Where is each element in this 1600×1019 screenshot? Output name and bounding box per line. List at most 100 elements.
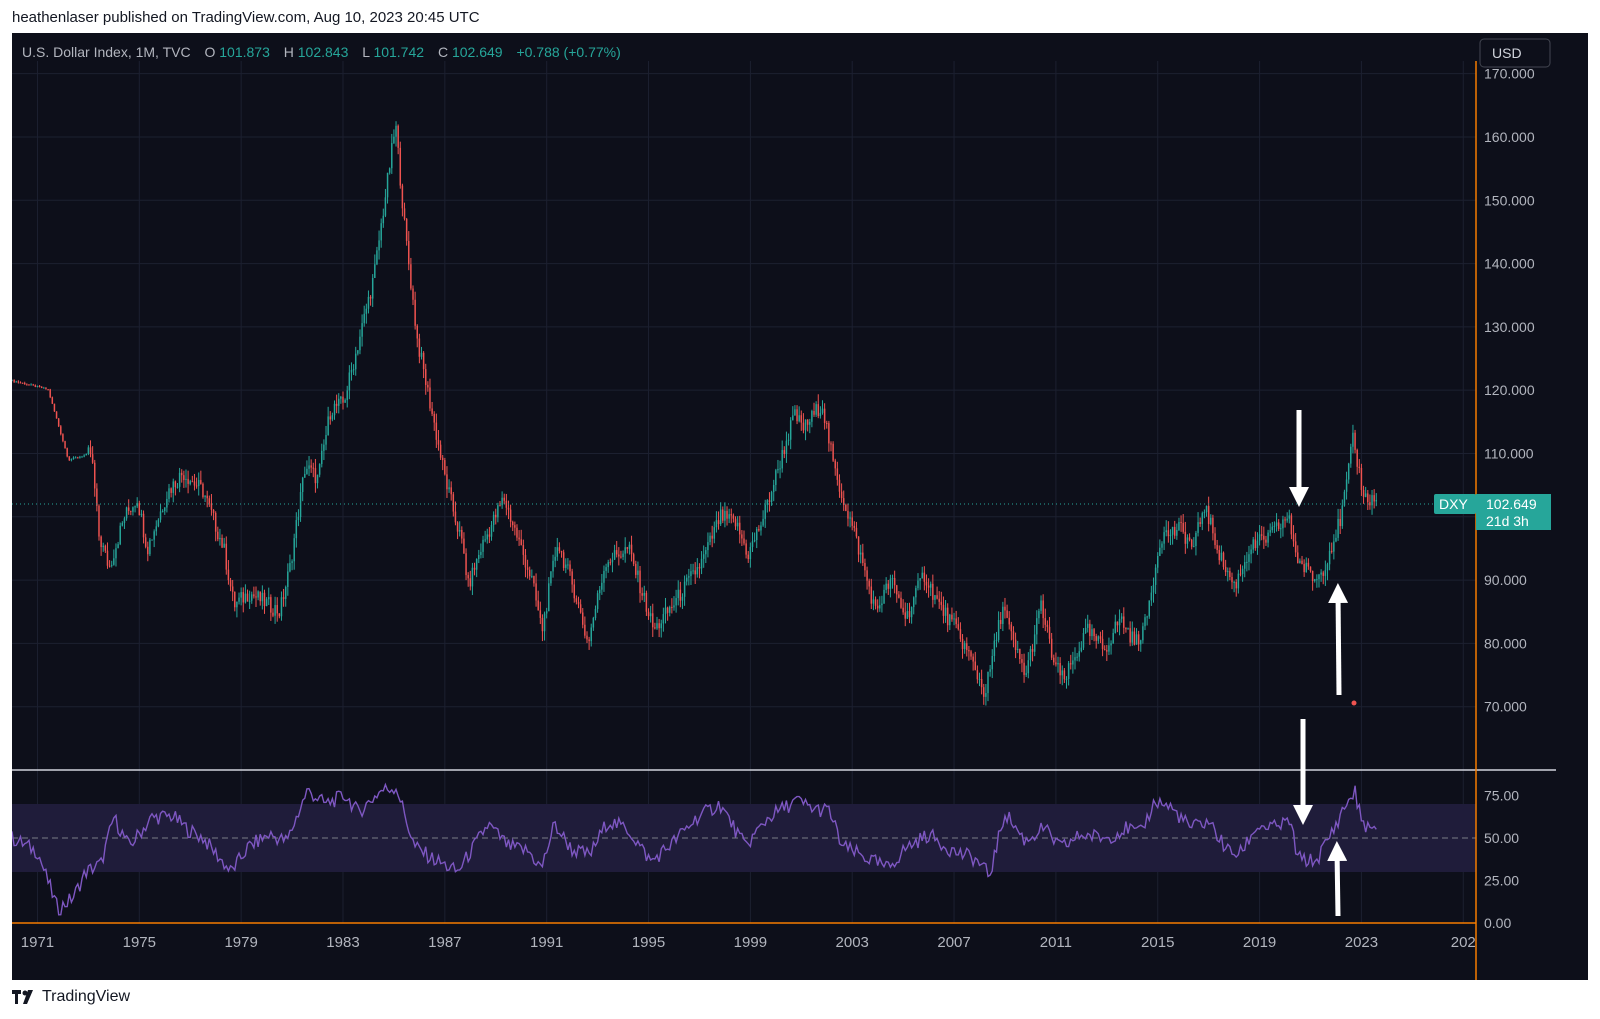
candle-body	[113, 558, 115, 565]
candle-body	[1180, 521, 1182, 523]
candle-body	[1173, 526, 1176, 536]
candle-body	[768, 500, 771, 503]
candle-body	[696, 567, 699, 575]
candle-body	[624, 547, 626, 554]
candle-body	[1184, 531, 1187, 544]
candle-body	[891, 578, 894, 580]
candle-body	[304, 473, 306, 478]
candle-body	[166, 498, 168, 508]
candle-body	[511, 521, 514, 526]
candle-body	[707, 542, 709, 551]
candle-body	[170, 488, 172, 493]
candle-body	[804, 419, 807, 431]
chart-canvas[interactable]: 70.00080.00090.000100.000110.000120.0001…	[11, 33, 1588, 980]
time-tick-label: 1999	[734, 934, 767, 951]
candle-body	[1362, 489, 1365, 497]
candle-body	[240, 592, 242, 598]
time-tick-label: 1995	[632, 934, 665, 951]
candle-body	[1148, 600, 1150, 617]
candle-body	[490, 525, 493, 537]
candle-body	[110, 564, 113, 566]
candle-body	[1280, 528, 1282, 530]
candle-body	[369, 296, 372, 299]
currency-button[interactable]: USD	[1479, 38, 1551, 68]
candle-body	[221, 537, 223, 548]
candle-body	[968, 650, 970, 652]
candle-body	[1311, 570, 1314, 582]
candle-body	[1203, 512, 1206, 514]
candle-body	[482, 539, 484, 552]
candle-body	[866, 570, 868, 581]
candle-body	[1309, 566, 1312, 571]
candle-body	[180, 472, 183, 476]
candle-body	[1214, 533, 1216, 546]
candle-body	[293, 538, 295, 562]
time-tick-label: 1979	[224, 934, 257, 951]
candle-body	[783, 450, 786, 454]
candle-body	[855, 527, 858, 537]
candle-body	[1182, 522, 1184, 532]
candle-body	[1294, 541, 1297, 553]
candle-body	[698, 567, 701, 569]
candle-body	[1269, 530, 1271, 533]
candle-body	[291, 561, 293, 563]
time-tick-label: 2011	[1040, 934, 1072, 951]
candle-body	[792, 415, 794, 421]
candle-body	[83, 455, 85, 457]
candle-body	[1301, 560, 1303, 565]
candle-body	[499, 505, 501, 507]
candle-body	[1345, 479, 1348, 492]
candle-body	[361, 323, 363, 337]
candle-body	[1273, 525, 1276, 527]
candle-body	[658, 623, 660, 629]
candle-body	[1101, 638, 1104, 650]
candle-body	[352, 369, 355, 371]
candle-body	[862, 552, 864, 564]
candle-body	[1318, 574, 1320, 580]
candle-body	[613, 550, 616, 560]
candle-body	[556, 547, 559, 557]
candle-body	[1339, 518, 1341, 527]
candle-body	[1163, 532, 1165, 544]
candle-body	[301, 477, 304, 493]
candle-body	[119, 525, 121, 545]
candle-body	[781, 450, 783, 469]
candle-body	[246, 593, 249, 602]
candle-body	[1144, 617, 1146, 627]
candle-body	[957, 624, 960, 630]
candle-body	[1364, 493, 1367, 497]
candle-body	[662, 614, 665, 624]
candle-body	[21, 382, 24, 384]
candle-body	[874, 599, 877, 606]
chart-frame[interactable]: 70.00080.00090.000100.000110.000120.0001…	[11, 33, 1588, 980]
candle-body	[1089, 623, 1091, 637]
candle-body	[28, 384, 30, 386]
candle-body	[524, 554, 527, 568]
candle-body	[618, 554, 620, 557]
candle-body	[507, 507, 510, 510]
candle-body	[951, 614, 953, 620]
candle-body	[386, 172, 389, 198]
footer-brand[interactable]: TradingView	[12, 988, 130, 1006]
candle-body	[354, 353, 357, 370]
candle-body	[1305, 562, 1308, 573]
candle-body	[1033, 634, 1036, 652]
candle-body	[340, 396, 342, 399]
candle-body	[363, 313, 365, 324]
candle-body	[683, 581, 686, 597]
candle-body	[480, 551, 482, 555]
candle-body	[45, 387, 47, 390]
candle-body	[1297, 552, 1299, 564]
candle-body	[594, 609, 597, 619]
candle-body	[739, 522, 741, 535]
candles	[11, 121, 1378, 706]
candle-body	[393, 136, 395, 144]
candle-body	[603, 570, 605, 583]
candle-body	[484, 539, 486, 541]
candle-body	[376, 250, 378, 265]
candle-body	[1165, 530, 1167, 533]
candle-body	[565, 564, 567, 568]
candle-body	[495, 514, 497, 518]
price-tag-countdown: 21d 3h	[1486, 513, 1529, 529]
candle-body	[189, 481, 191, 484]
